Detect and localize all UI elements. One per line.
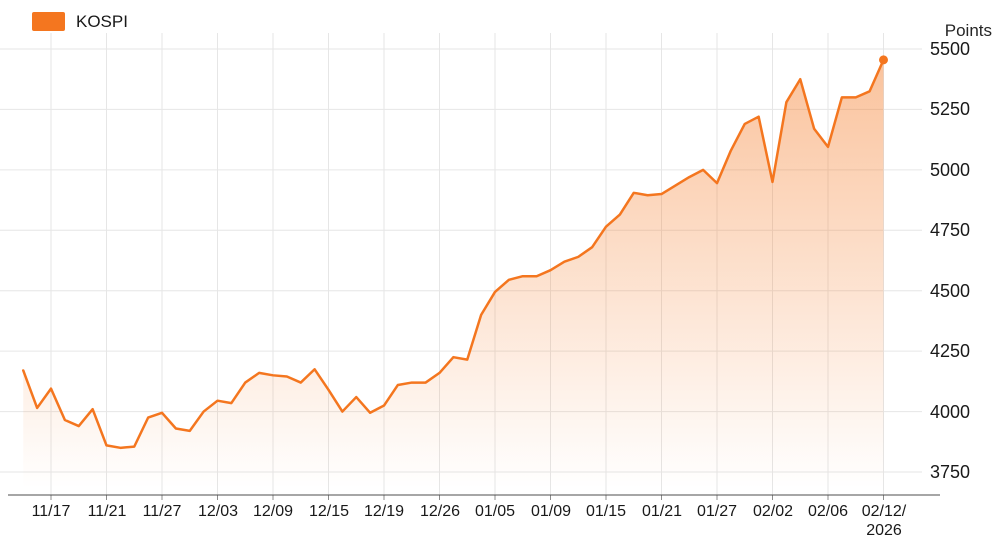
legend-swatch-kospi xyxy=(32,12,65,31)
y-axis-label: 4250 xyxy=(930,341,971,361)
x-axis-label: 02/06 xyxy=(807,503,849,520)
x-axis-label: 12/26 xyxy=(419,503,461,520)
x-axis-label: 02/12/ 2026 xyxy=(861,503,907,539)
x-axis-label: 02/02 xyxy=(752,503,794,520)
x-axis-label: 12/09 xyxy=(252,503,294,520)
legend-label-kospi: KOSPI xyxy=(76,12,128,31)
y-axis-unit-label: Points xyxy=(944,21,992,40)
legend-item-kospi[interactable]: KOSPI xyxy=(32,11,128,32)
kospi-area-fill xyxy=(23,59,884,495)
x-axis-label: 11/21 xyxy=(87,503,127,520)
y-axis-label: 4750 xyxy=(930,220,971,240)
y-axis-label: 3750 xyxy=(930,462,971,482)
x-axis-label: 12/15 xyxy=(308,503,350,520)
y-axis-label: 4500 xyxy=(930,281,971,301)
y-axis-label: 5500 xyxy=(930,39,971,59)
x-axis-label: 11/17 xyxy=(31,503,71,520)
x-axis-label: 01/21 xyxy=(641,503,683,520)
kospi-line xyxy=(22,58,885,450)
y-axis-label: 5250 xyxy=(930,99,971,119)
y-axis-label: 5000 xyxy=(930,160,971,180)
y-axis-label: 4000 xyxy=(930,402,971,422)
x-axis-label: 01/05 xyxy=(474,503,516,520)
x-axis-label: 01/15 xyxy=(585,503,627,520)
last-point-marker xyxy=(879,55,888,65)
x-axis-label: 01/27 xyxy=(696,503,738,520)
x-axis-label: 11/27 xyxy=(142,503,182,520)
x-axis-label: 12/03 xyxy=(197,503,239,520)
x-axis-label: 01/09 xyxy=(530,503,572,520)
x-axis-label: 12/19 xyxy=(363,503,405,520)
